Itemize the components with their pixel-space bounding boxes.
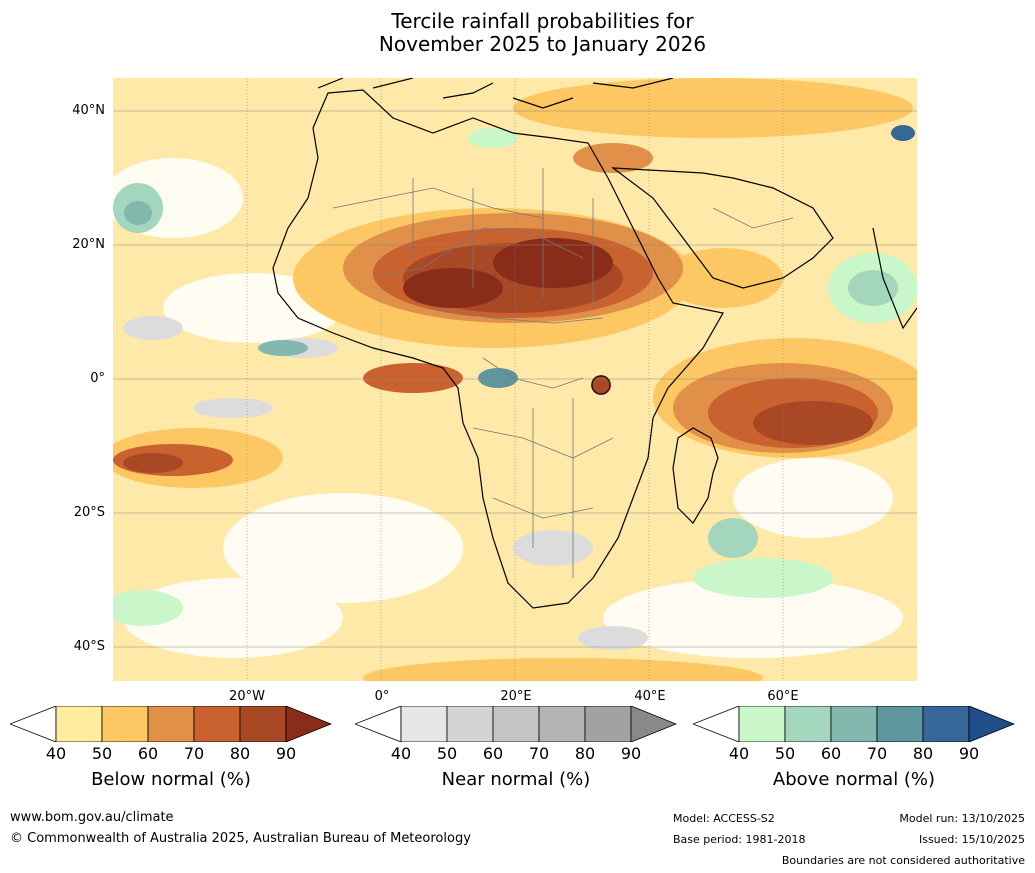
colorbar-tick: 80 [912,744,934,763]
title-line-1: Tercile rainfall probabilities for [391,9,694,33]
colorbar-tick: 80 [229,744,251,763]
above-normal-segment [830,706,878,742]
lon-label-0: 0° [374,689,390,704]
near-normal-label: Near normal (%) [441,769,591,790]
near-normal-segment [538,706,586,742]
near-normal-colorbar [355,706,677,742]
boundaries-disclaimer: Boundaries are not considered authoritat… [781,854,1025,867]
above-normal-patches [113,125,917,626]
rainfall-probability-map [113,78,917,681]
lon-label-40e: 40°E [634,689,666,704]
lat-label-20s: 20°S [73,505,105,520]
graticule [113,78,917,681]
model-name: Model: ACCESS-S2 [673,812,775,825]
country-borders [332,168,794,578]
title-line-2: November 2025 to January 2026 [378,32,707,56]
lon-label-20e: 20°E [500,689,532,704]
africa-coastline [272,89,724,609]
lon-label-20w: 20°W [229,689,265,704]
near-normal-segment [446,706,494,742]
below-normal-segment [55,706,103,742]
base-period: Base period: 1981-2018 [673,833,806,846]
colorbar-tick: 50 [774,744,796,763]
below-normal-segment [193,706,241,742]
below-normal-segment [101,706,149,742]
below-normal-colorbar [10,706,332,742]
above-normal-segment [784,706,832,742]
colorbar-tick: 50 [91,744,113,763]
below-normal-extend-high [285,706,332,742]
europe-coastline [317,78,674,109]
above-normal-segment [876,706,924,742]
colorbar-tick: 90 [958,744,980,763]
colorbar-tick: 90 [275,744,297,763]
lat-label-40s: 40°S [73,639,105,654]
near-normal-segment [492,706,540,742]
arabia-coastline [611,167,834,289]
model-run-date: Model run: 13/10/2025 [899,812,1025,825]
colorbar-tick: 80 [574,744,596,763]
below-normal-extend-low [10,706,57,742]
lat-label-equator: 0° [90,371,105,386]
above-normal-segment [922,706,970,742]
india-coastline [872,227,917,330]
map-title: Tercile rainfall probabilities for Novem… [0,10,1035,56]
above-normal-extend-high [968,706,1015,742]
colorbar-tick: 40 [45,744,67,763]
near-normal-extend-high [630,706,677,742]
colorbar-tick: 70 [866,744,888,763]
above-normal-colorbar [693,706,1015,742]
colorbar-tick: 60 [820,744,842,763]
website-link[interactable]: www.bom.gov.au/climate [10,810,174,825]
colorbar-tick: 70 [528,744,550,763]
madagascar-coastline [672,427,719,524]
near-normal-segment [584,706,632,742]
below-normal-segment [239,706,287,742]
near-normal-segment [400,706,448,742]
colorbar-tick: 40 [728,744,750,763]
copyright-text: © Commonwealth of Australia 2025, Austra… [10,831,471,846]
near-normal-extend-low [355,706,402,742]
lon-label-60e: 60°E [767,689,799,704]
below-normal-segment [147,706,195,742]
colorbar-tick: 70 [183,744,205,763]
lat-label-40n: 40°N [72,103,105,118]
below-normal-label: Below normal (%) [91,769,251,790]
above-normal-extend-low [693,706,740,742]
lake-victoria [591,375,611,395]
lat-label-20n: 20°N [72,237,105,252]
colorbar-tick: 50 [436,744,458,763]
colorbar-tick: 60 [137,744,159,763]
colorbar-tick: 90 [620,744,642,763]
issued-date: Issued: 15/10/2025 [918,833,1025,846]
above-normal-segment [738,706,786,742]
above-normal-label: Above normal (%) [772,769,936,790]
colorbar-tick: 40 [390,744,412,763]
colorbar-tick: 60 [482,744,504,763]
